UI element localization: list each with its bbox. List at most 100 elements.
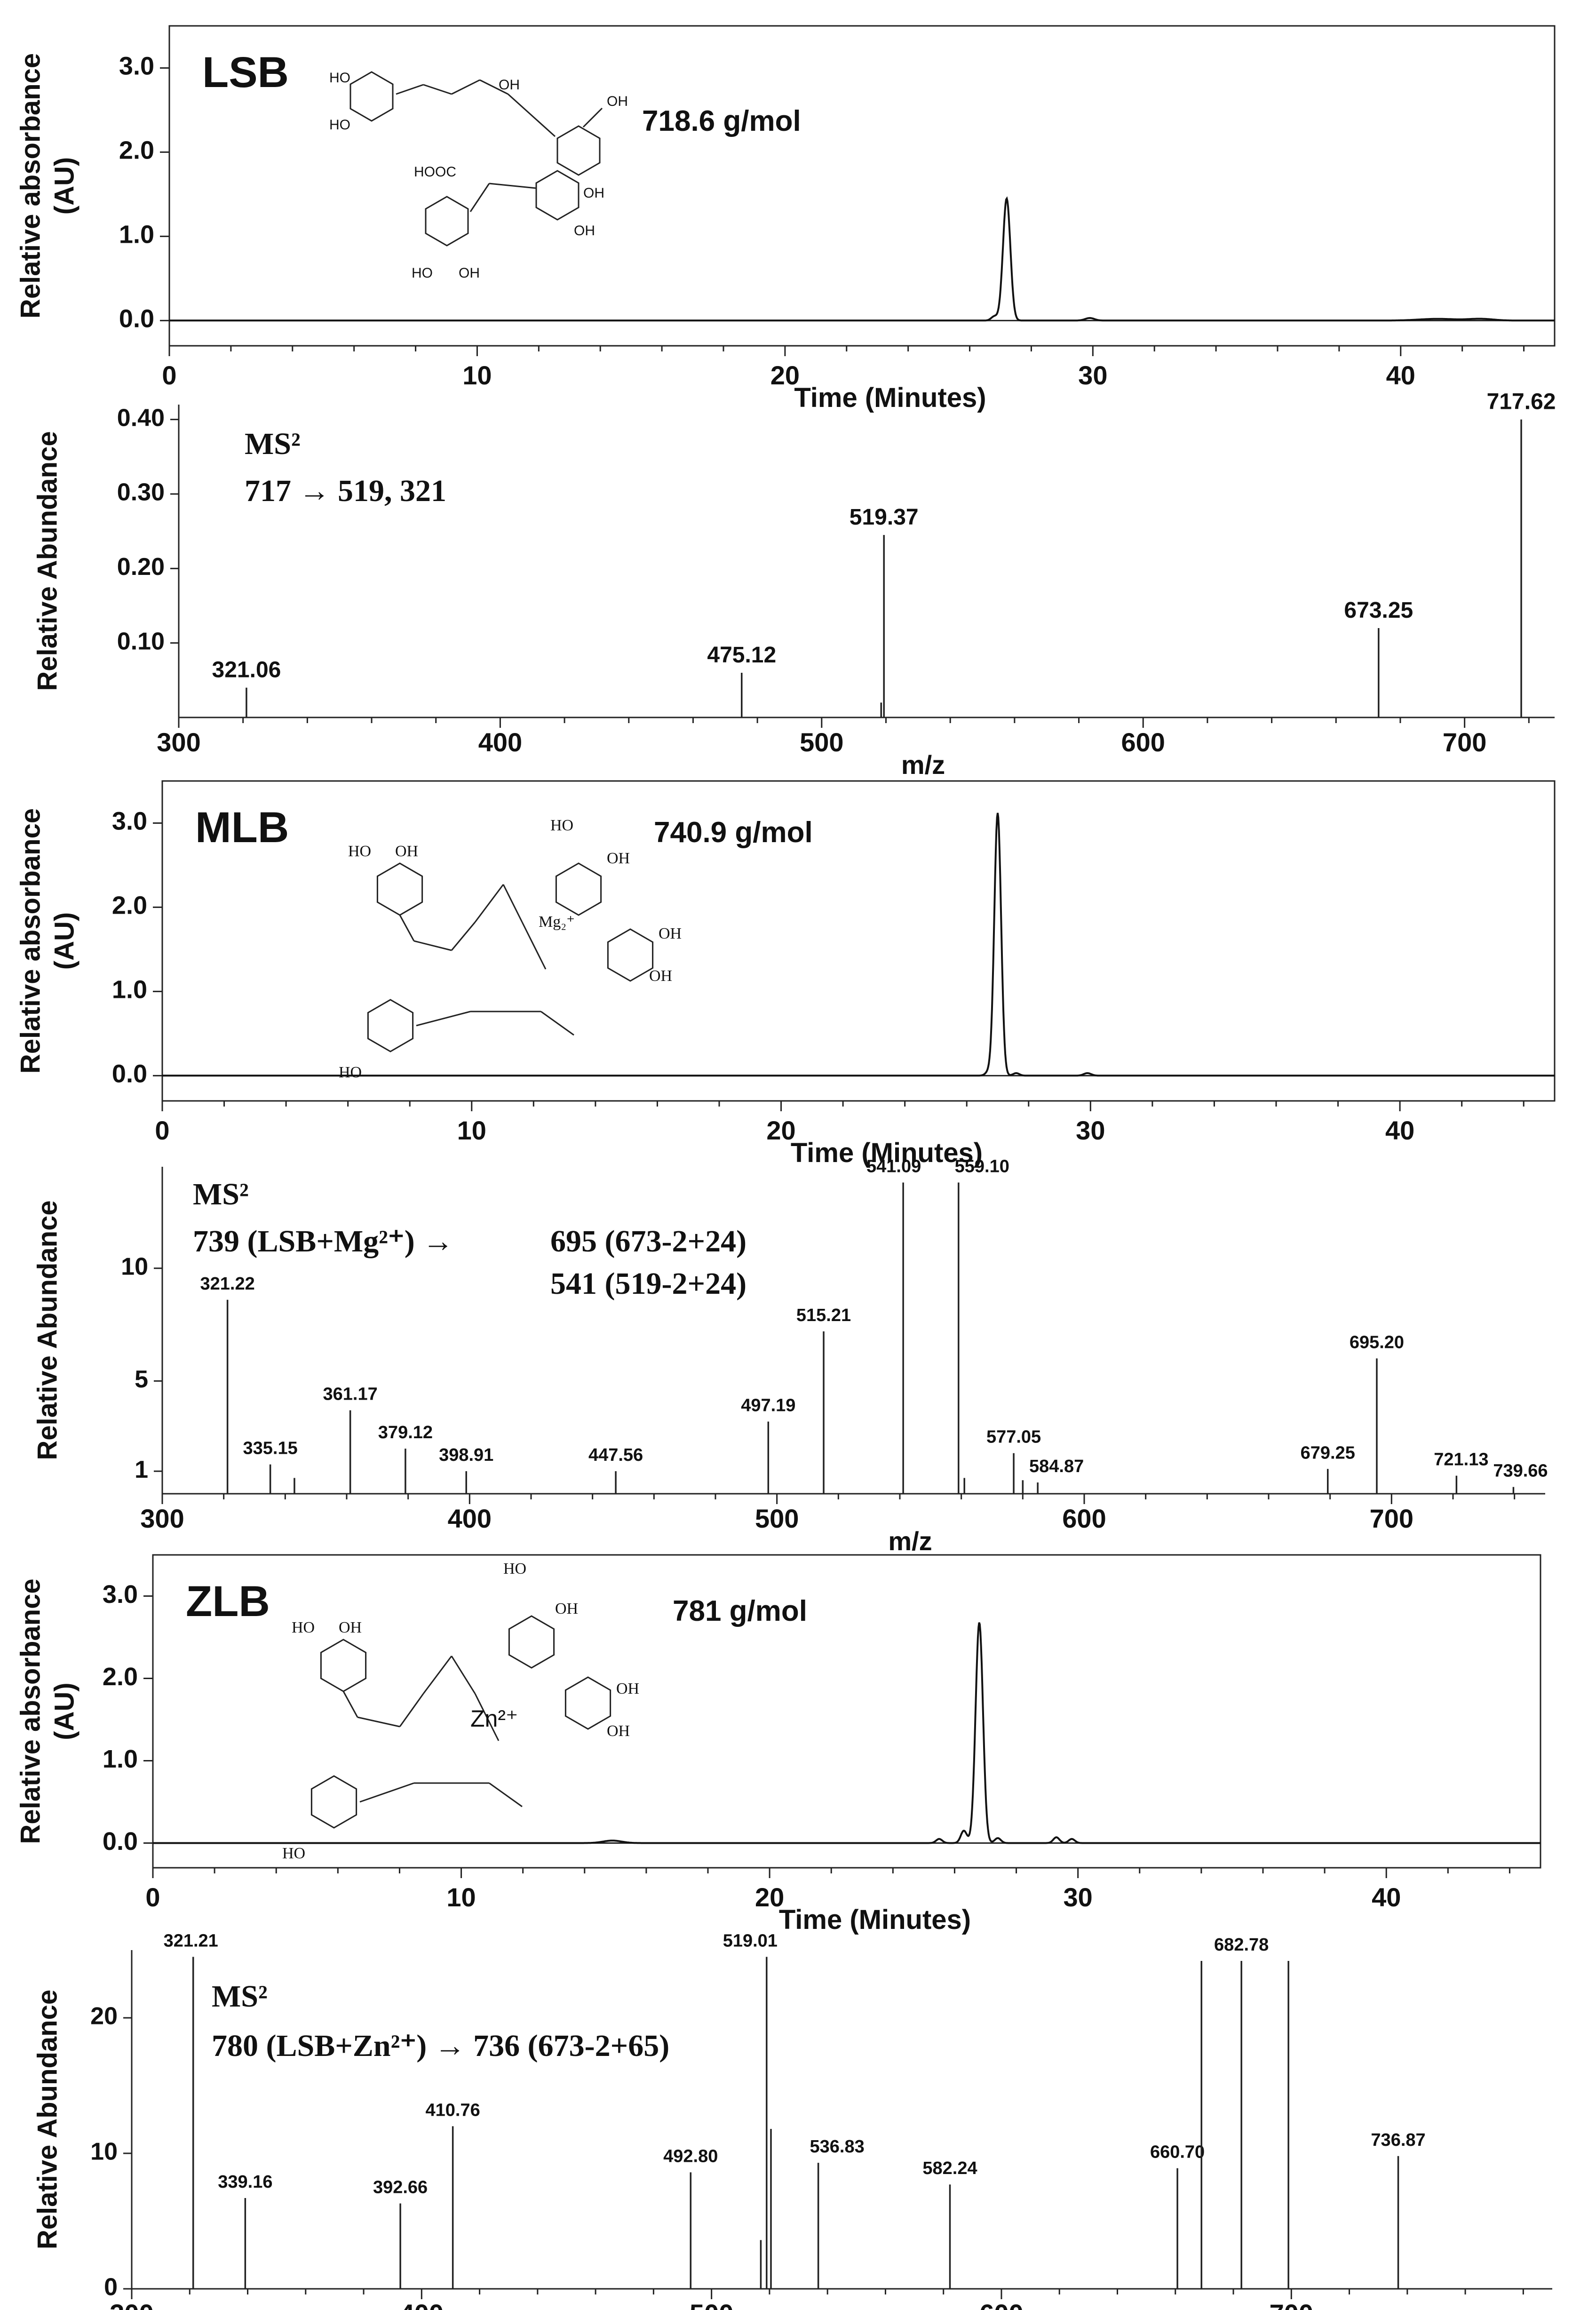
bond	[582, 107, 603, 128]
benzene-ring	[320, 1639, 367, 1692]
metal-ion-label: Zn²⁺	[470, 1705, 518, 1732]
x-tick-label: 30	[1076, 1115, 1105, 1145]
peak-label: 335.15	[243, 1439, 298, 1458]
peak-label: 321.21	[164, 1931, 218, 1951]
panel-4: 300 400 500 600 700 1 5 10 321.22 335.15 361.17379…	[32, 1157, 1548, 1556]
x-tick-label: 10	[457, 1115, 486, 1145]
y-axis-label: (AU)	[49, 157, 79, 215]
atom-label: OH	[583, 185, 604, 201]
y-tick-label: 20	[90, 2003, 118, 2030]
x-tick-label: 600	[979, 2299, 1023, 2310]
bond	[502, 884, 523, 923]
compound-label: LSB	[202, 48, 289, 96]
bond	[423, 84, 452, 95]
peak-label: 679.25	[1301, 1443, 1355, 1463]
y-tick-label: 10	[121, 1253, 148, 1280]
y-axis-label: (AU)	[49, 1682, 79, 1740]
x-tick-label: 500	[690, 2299, 733, 2310]
y-axis-label: Relative absorbance	[15, 1578, 46, 1844]
benzene-ring	[607, 928, 654, 982]
x-tick-label: 500	[800, 727, 843, 757]
peak-label: 717.62	[1487, 390, 1556, 414]
zlb-structure: HO OH HO OH OH OH HO Zn²⁺	[282, 1560, 639, 1862]
bond	[357, 1716, 400, 1728]
atom-label: OH	[616, 1680, 639, 1697]
benzene-ring	[555, 862, 602, 916]
bond	[342, 1691, 358, 1718]
lsb-structure: HO HO OH OH OH OH HO OH HOOC	[329, 70, 628, 281]
y-tick-label: 3.0	[119, 52, 154, 80]
y-tick-label: 2.0	[103, 1663, 138, 1691]
chromatogram-trace	[169, 196, 1555, 322]
x-axis-label: Time (Minutes)	[779, 1904, 971, 1935]
peak-label: 519.37	[850, 505, 919, 530]
atom-label: HO	[292, 1619, 315, 1636]
x-axis-label: Time (Minutes)	[791, 1138, 983, 1168]
y-tick-label: 1	[135, 1456, 148, 1483]
panel-2: 300 400 500 600 700 0.10 0.20 0.30 0.40 321.06 475…	[32, 390, 1556, 780]
y-tick-label: 0.0	[119, 305, 154, 333]
plot-frame	[168, 25, 1556, 347]
atom-label: OH	[555, 1600, 578, 1617]
ms-title: MS²	[212, 1979, 268, 2014]
x-tick-label: 700	[1270, 2299, 1313, 2310]
bond	[521, 922, 547, 970]
peak-label: 577.05	[986, 1427, 1041, 1447]
ms-transition: 780 (LSB+Zn²⁺) → 736 (673-2+65)	[212, 2029, 669, 2063]
ms-transition: 717 → 519, 321	[245, 474, 446, 508]
y-tick-label: 3.0	[112, 807, 147, 836]
y-tick-label: 3.0	[103, 1580, 138, 1609]
bond	[489, 183, 537, 189]
peak-label: 410.76	[426, 2100, 480, 2120]
atom-label: HO	[348, 843, 371, 860]
x-axis-label: m/z	[888, 1526, 932, 1556]
y-tick-label: 5	[135, 1366, 148, 1393]
bond	[416, 1011, 471, 1027]
bond	[422, 1656, 453, 1694]
chromatogram-trace	[153, 1622, 1540, 1844]
benzene-ring	[310, 1775, 357, 1829]
atom-label: HO	[339, 1064, 362, 1081]
atom-label: OH	[649, 967, 672, 985]
benzene-ring	[349, 71, 394, 122]
x-tick-label: 10	[446, 1882, 476, 1912]
x-tick-label: 20	[766, 1115, 795, 1145]
y-axis-label: Relative Abundance	[32, 1990, 63, 2249]
peak-label: 339.16	[218, 2172, 272, 2192]
peak-label: 736.87	[1371, 2130, 1425, 2150]
peak-label: 475.12	[707, 643, 776, 668]
y-axis-label: Relative Abundance	[32, 431, 63, 691]
peak-label: 519.01	[723, 1931, 778, 1951]
panel-3: 0 10 20 30 40 0.0 1.0 2.0 3.0 Time (Minutes) Relat…	[15, 780, 1556, 1168]
benzene-ring	[556, 125, 601, 176]
x-tick-label: 400	[400, 2299, 444, 2310]
benzene-ring	[535, 170, 580, 221]
x-tick-label: 300	[110, 2299, 153, 2310]
ms-transition-right: 695 (673-2+24)	[550, 1224, 746, 1259]
benzene-ring	[425, 196, 469, 247]
bond	[451, 1656, 476, 1694]
x-tick-label: 400	[448, 1504, 492, 1533]
benzene-ring	[376, 862, 423, 916]
compound-label: MLB	[195, 804, 289, 852]
ms-title: MS²	[245, 427, 301, 461]
x-tick-label: 400	[478, 727, 522, 757]
bond	[479, 79, 508, 95]
x-tick-label: 40	[1386, 360, 1415, 390]
y-tick-label: 0.0	[112, 1060, 147, 1088]
atom-label: HO	[329, 70, 350, 86]
x-tick-label: 300	[157, 727, 200, 757]
compound-label: ZLB	[186, 1577, 270, 1625]
y-axis-label: (AU)	[49, 912, 79, 970]
x-tick-label: 700	[1370, 1504, 1413, 1533]
atom-label: OH	[459, 265, 480, 281]
peak-label: 536.83	[810, 2137, 865, 2157]
peak-label: 559.10	[955, 1157, 1009, 1177]
peak-label: 492.80	[663, 2146, 718, 2166]
peak-label: 739.66	[1493, 1461, 1548, 1481]
atom-label: HO	[412, 265, 433, 281]
panel-1: 0 10 20 30 40 0.0 1.0 2.0 3.0 Time (Minutes) Relat…	[15, 25, 1556, 413]
y-tick-label: 0.30	[117, 479, 165, 506]
peak-label: 447.56	[588, 1445, 643, 1465]
x-tick-label: 600	[1121, 727, 1165, 757]
